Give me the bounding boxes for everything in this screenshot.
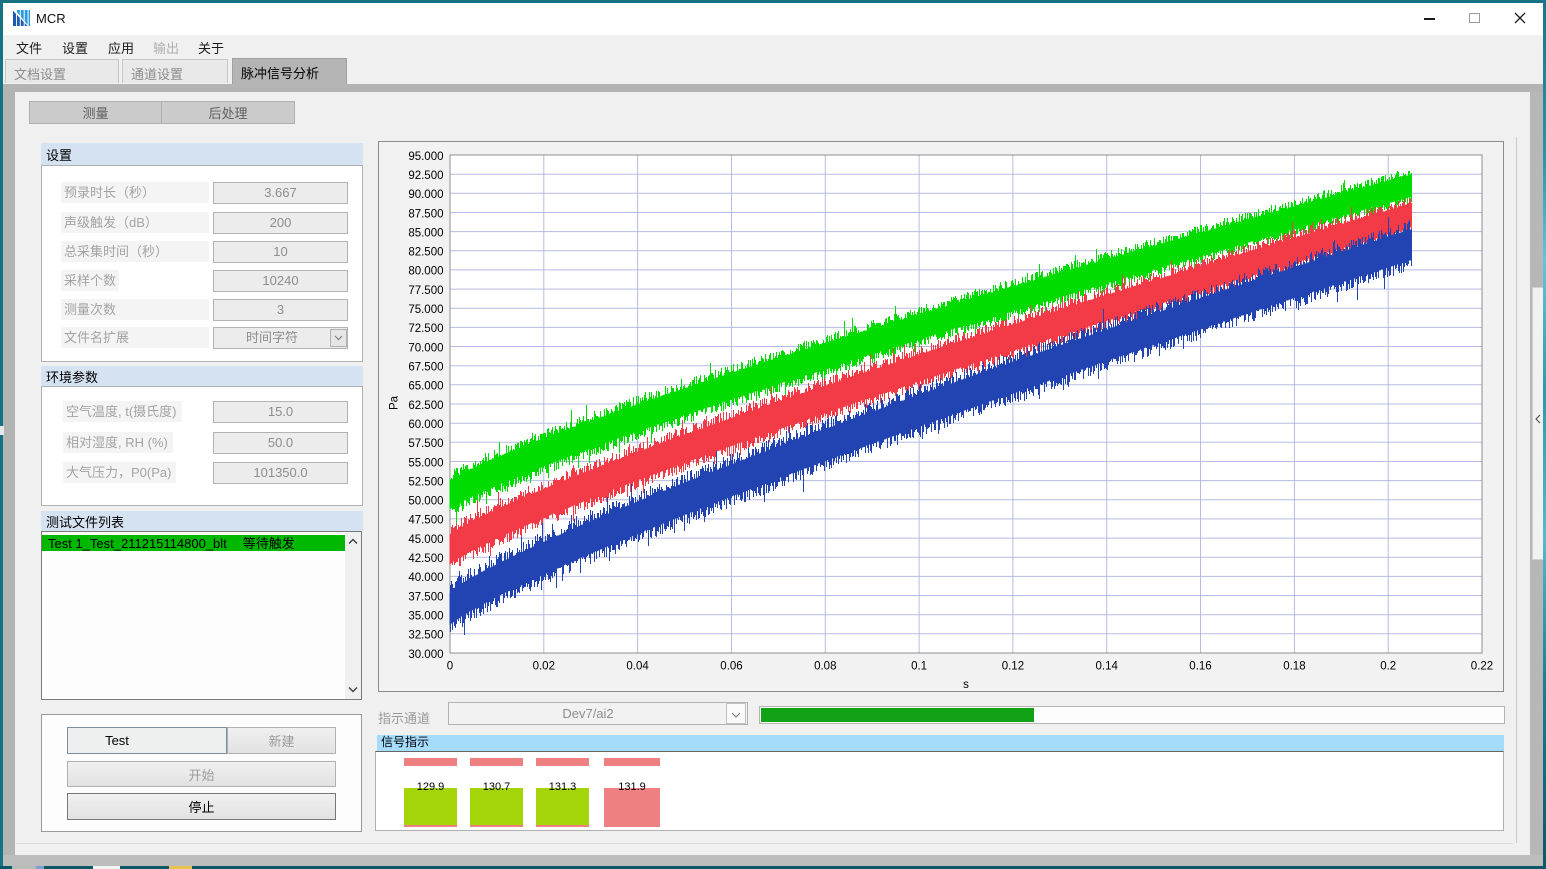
svg-text:95.000: 95.000 — [408, 151, 443, 163]
svg-text:32.500: 32.500 — [408, 630, 443, 642]
svg-text:0: 0 — [447, 661, 453, 673]
svg-text:85.000: 85.000 — [408, 227, 443, 239]
svg-text:65.000: 65.000 — [408, 381, 443, 393]
svg-text:42.500: 42.500 — [408, 553, 443, 565]
svg-text:87.500: 87.500 — [408, 208, 443, 220]
svg-text:0.2: 0.2 — [1380, 661, 1396, 673]
svg-text:0.14: 0.14 — [1096, 661, 1119, 673]
svg-text:90.000: 90.000 — [408, 189, 443, 201]
svg-text:s: s — [963, 679, 969, 691]
svg-text:82.500: 82.500 — [408, 247, 443, 259]
svg-text:0.08: 0.08 — [814, 661, 836, 673]
svg-text:75.000: 75.000 — [408, 304, 443, 316]
svg-text:45.000: 45.000 — [408, 534, 443, 546]
svg-text:67.500: 67.500 — [408, 362, 443, 374]
svg-text:80.000: 80.000 — [408, 266, 443, 278]
svg-text:72.500: 72.500 — [408, 323, 443, 335]
svg-text:30.000: 30.000 — [408, 649, 443, 661]
svg-text:60.000: 60.000 — [408, 419, 443, 431]
svg-text:70.000: 70.000 — [408, 342, 443, 354]
svg-text:40.000: 40.000 — [408, 572, 443, 584]
svg-text:Pa: Pa — [389, 395, 401, 410]
svg-text:0.04: 0.04 — [626, 661, 649, 673]
svg-text:62.500: 62.500 — [408, 400, 443, 412]
svg-text:0.22: 0.22 — [1471, 661, 1493, 673]
svg-text:35.000: 35.000 — [408, 611, 443, 623]
svg-text:0.02: 0.02 — [533, 661, 555, 673]
svg-text:0.12: 0.12 — [1002, 661, 1024, 673]
svg-text:0.18: 0.18 — [1283, 661, 1305, 673]
svg-text:37.500: 37.500 — [408, 591, 443, 603]
svg-text:50.000: 50.000 — [408, 496, 443, 508]
svg-text:92.500: 92.500 — [408, 170, 443, 182]
svg-text:55.000: 55.000 — [408, 457, 443, 469]
svg-text:52.500: 52.500 — [408, 476, 443, 488]
svg-text:57.500: 57.500 — [408, 438, 443, 450]
svg-text:77.500: 77.500 — [408, 285, 443, 297]
svg-text:47.500: 47.500 — [408, 515, 443, 527]
svg-text:0.1: 0.1 — [911, 661, 927, 673]
svg-text:0.16: 0.16 — [1189, 661, 1211, 673]
svg-text:0.06: 0.06 — [720, 661, 742, 673]
